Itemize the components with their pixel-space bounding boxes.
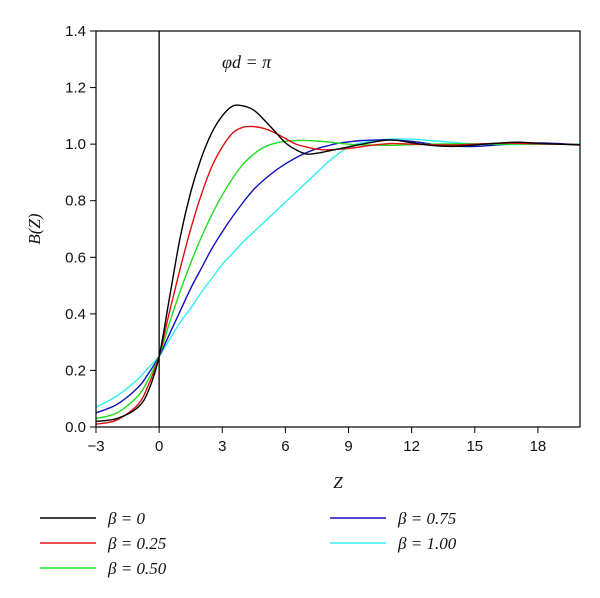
series-line-2 [96,139,580,420]
x-axis-ticks: −3 0 3 6 9 12 15 18 [87,427,546,455]
legend-label-0: β = 0 [107,509,145,528]
y-tick-label: 0.0 [65,419,86,436]
series-line-0 [96,104,580,423]
series-line-4 [96,138,580,408]
x-axis-label: Z [333,473,343,492]
x-tick-label: 15 [466,438,483,455]
y-tick-label: 0.2 [65,362,86,379]
x-tick-label: 3 [218,438,226,455]
legend: β = 0 β = 0.25 β = 0.50 β = 0.75 β = 1.00 [40,509,457,578]
y-tick-label: 1.0 [65,136,86,153]
legend-label-1: β = 0.25 [107,534,166,553]
x-tick-label: 0 [155,438,163,455]
y-tick-label: 0.8 [65,193,86,210]
y-tick-label: 0.6 [65,249,86,266]
y-tick-label: 1.2 [65,80,86,97]
x-tick-label: 9 [344,438,352,455]
legend-label-3: β = 0.75 [397,509,456,528]
phase-annotation: φd = π [222,52,272,72]
legend-label-4: β = 1.00 [397,534,457,553]
plot-frame [95,30,581,428]
x-tick-label: 12 [403,438,420,455]
x-tick-label: 6 [281,438,289,455]
y-tick-label: 0.4 [65,306,86,323]
legend-label-2: β = 0.50 [107,559,167,578]
y-axis-label: B(Z) [25,213,44,245]
series-line-3 [96,139,580,414]
x-tick-label: −3 [87,438,104,455]
series-line-1 [96,125,580,425]
y-axis-ticks: 0.0 0.2 0.4 0.6 0.8 1.0 1.2 1.4 [65,23,96,436]
curves-layer [96,104,580,425]
x-tick-label: 18 [530,438,547,455]
y-tick-label: 1.4 [65,23,86,40]
